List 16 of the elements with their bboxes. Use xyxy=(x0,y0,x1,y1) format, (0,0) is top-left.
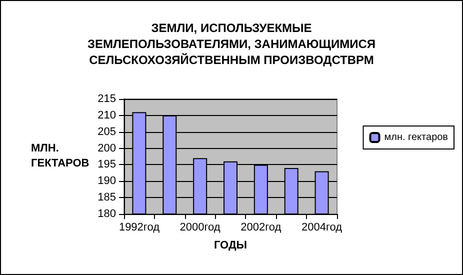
y-tick-label: 185 xyxy=(98,192,116,204)
chart-title: ЗЕМЛИ, ИСПОЛЬЗУЕКМЫЕ ЗЕМЛЕПОЛЬЗОВАТЕЛЯМИ, ЗАНИМАЮЩИМИСЯ СЕЛЬСКОХОЗЯЙСТВЕННЫМ ПРОИЗВОДСТВРМ xyxy=(87,21,376,67)
y-tick-label: 200 xyxy=(98,142,116,154)
y-tick-label: 190 xyxy=(98,175,116,188)
y-tick-label: 180 xyxy=(98,208,116,220)
y-tick-label: 210 xyxy=(98,109,116,122)
legend-label: млн. гектаров xyxy=(384,132,448,143)
y-tick-label: 195 xyxy=(98,158,116,171)
y-axis-title: МЛН. ГЕКТАРОВ xyxy=(31,142,90,170)
y-tick-label: 215 xyxy=(98,93,116,105)
x-axis-title: ГОДЫ xyxy=(214,240,248,252)
x-tick-label: 1992год xyxy=(118,222,160,234)
y-tick-label: 205 xyxy=(98,126,116,138)
x-tick-label: 2004год xyxy=(302,222,343,234)
x-tick-label: 2002год xyxy=(240,222,282,234)
x-tick-label: 2000год xyxy=(180,222,221,234)
